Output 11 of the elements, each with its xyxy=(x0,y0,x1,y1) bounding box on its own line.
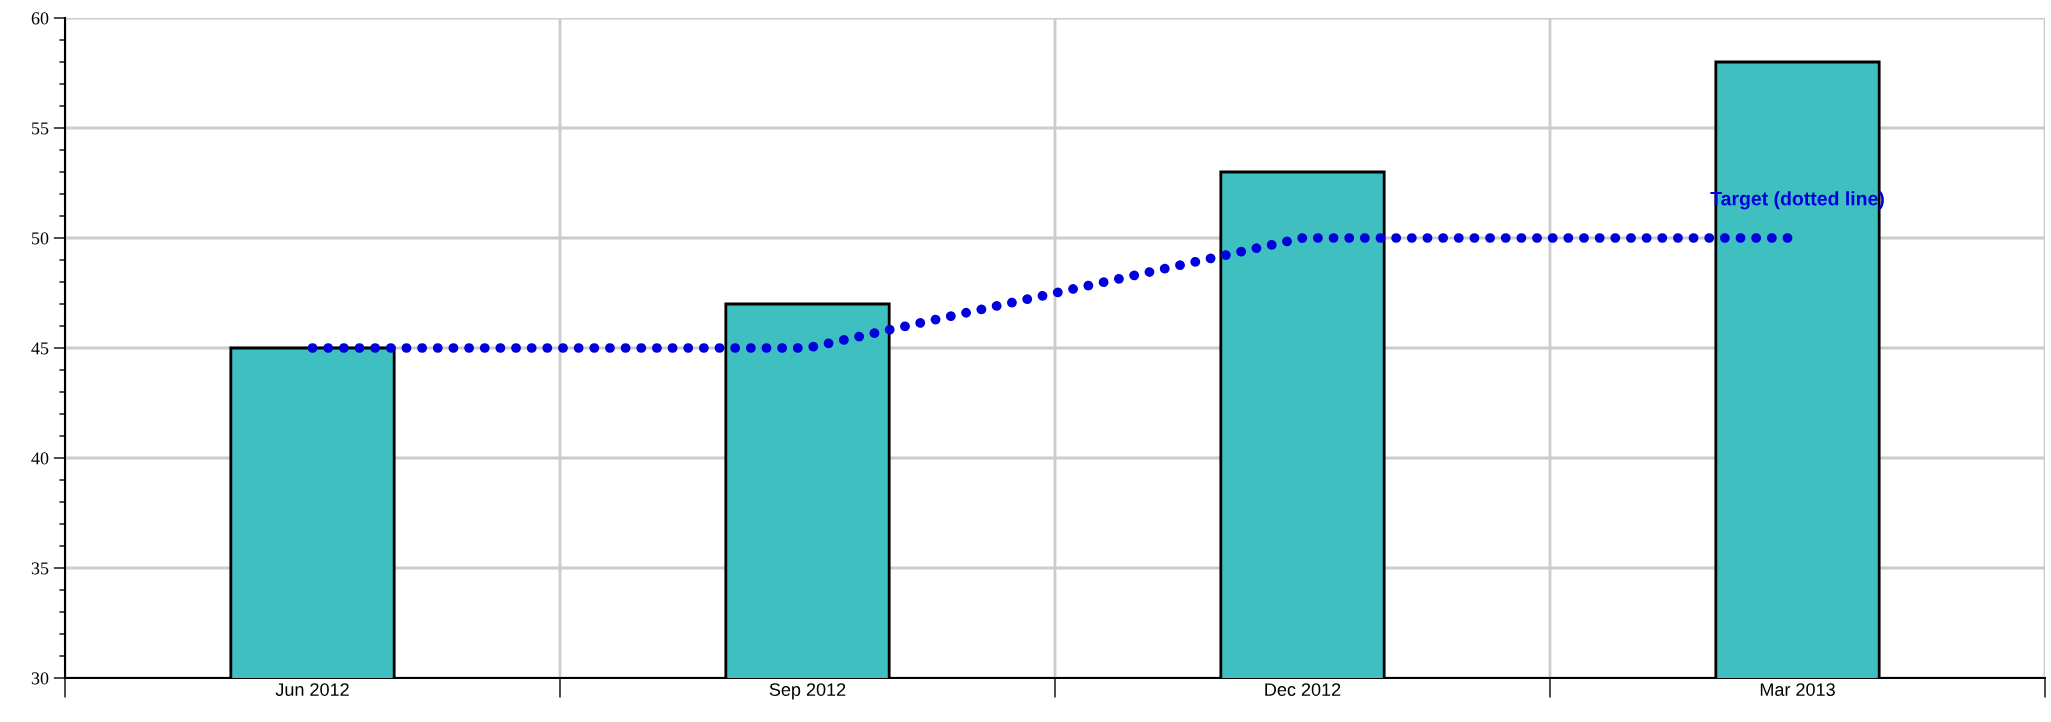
y-tick-label: 45 xyxy=(31,342,49,355)
y-tick-label: 60 xyxy=(31,12,49,25)
y-tick-label: 30 xyxy=(31,672,49,685)
y-tick-label: 50 xyxy=(32,232,49,245)
y-tick-label: 35 xyxy=(31,562,49,575)
x-tick-label: Sep 2012 xyxy=(769,683,846,700)
x-tick-label: Jun 2012 xyxy=(275,683,349,696)
x-tick-label: Dec 2012 xyxy=(1265,683,1341,696)
x-tick-label: Mar 2013 xyxy=(1760,683,1835,696)
y-tick-label: 55 xyxy=(32,122,49,135)
y-tick-label: 40 xyxy=(31,452,49,465)
